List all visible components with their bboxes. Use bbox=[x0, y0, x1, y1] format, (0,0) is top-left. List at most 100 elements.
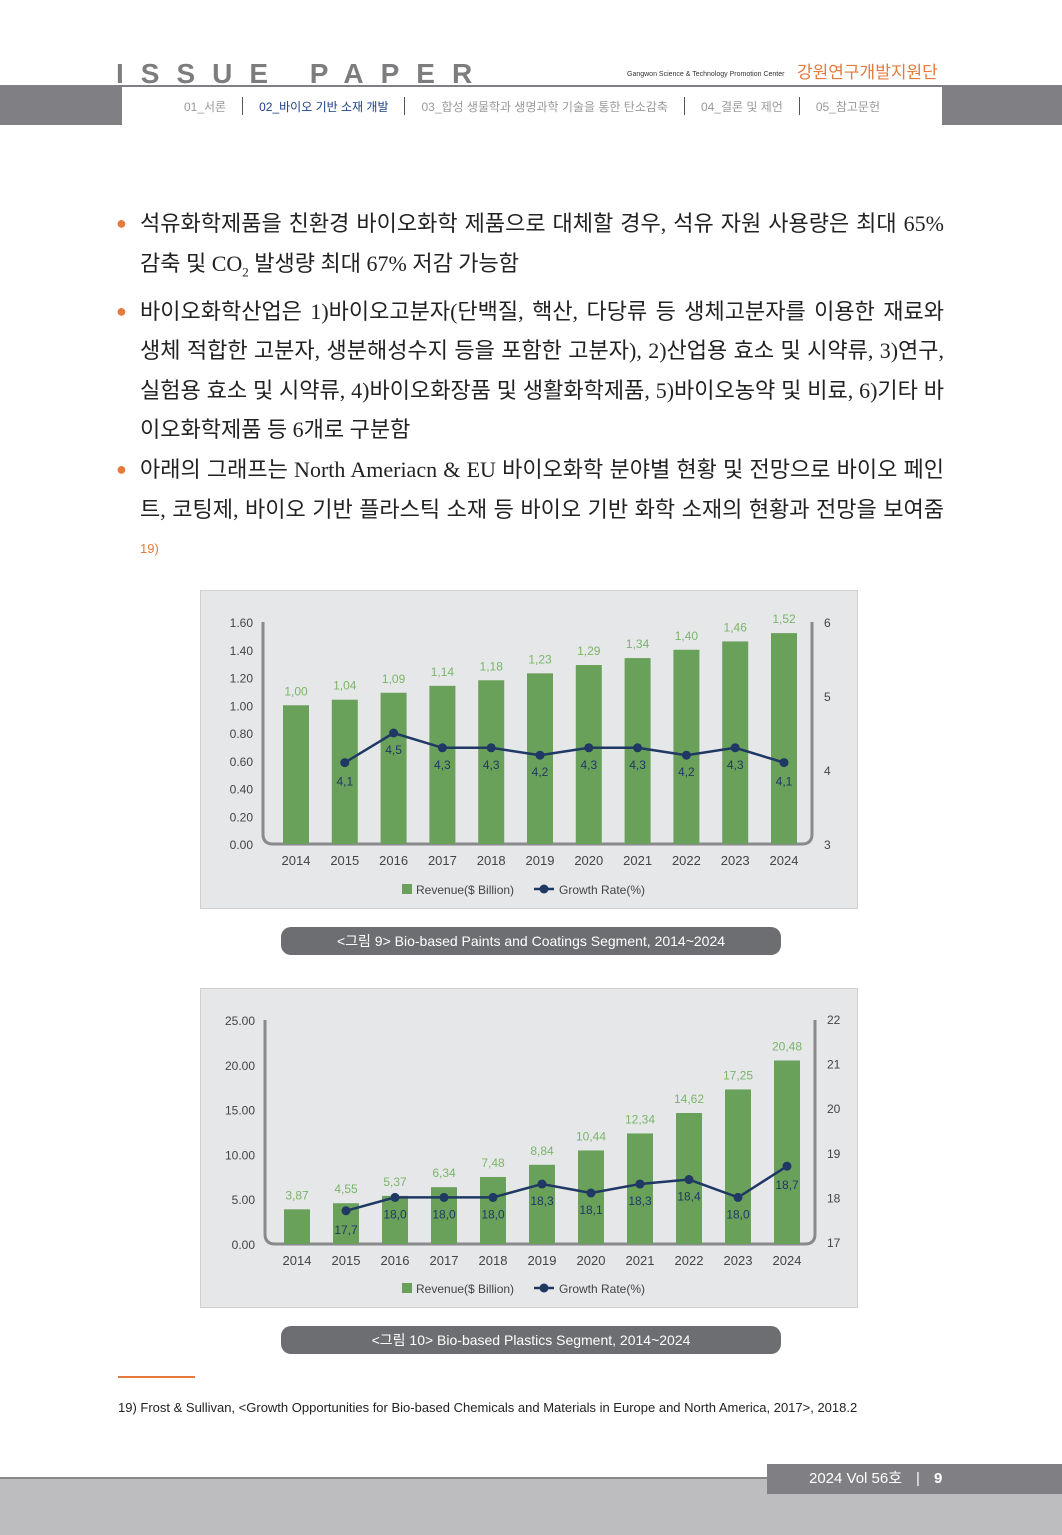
growth-point bbox=[730, 743, 740, 753]
growth-value-label: 18,1 bbox=[579, 1203, 603, 1217]
growth-point bbox=[633, 743, 643, 753]
y2-tick-label: 21 bbox=[827, 1058, 841, 1072]
y-tick-label: 25.00 bbox=[225, 1014, 255, 1028]
y-tick-label: 1.00 bbox=[230, 699, 254, 713]
growth-point bbox=[684, 1175, 694, 1185]
bullet-text: 바이오화학산업은 1)바이오고분자(단백질, 핵산, 다당류 등 생체고분자를 … bbox=[140, 298, 944, 443]
bar bbox=[529, 1164, 555, 1244]
y2-tick-label: 6 bbox=[824, 616, 831, 630]
issue-paper-logo: ISSUE PAPER bbox=[116, 58, 490, 89]
growth-value-label: 4,2 bbox=[532, 765, 549, 779]
growth-value-label: 4,1 bbox=[336, 775, 353, 789]
x-tick-label: 2020 bbox=[577, 1253, 606, 1268]
growth-point bbox=[488, 1192, 498, 1202]
bar bbox=[380, 692, 407, 844]
y2-tick-label: 3 bbox=[824, 838, 831, 852]
y-tick-label: 0.80 bbox=[230, 727, 254, 741]
growth-value-label: 18,0 bbox=[481, 1207, 505, 1221]
bar-value-label: 1,09 bbox=[382, 672, 406, 686]
bar-value-label: 10,44 bbox=[576, 1129, 606, 1143]
y2-tick-label: 22 bbox=[827, 1013, 841, 1027]
org-name-en: Gangwon Science & Technology Promotion C… bbox=[627, 71, 785, 78]
growth-point bbox=[584, 743, 594, 753]
y-tick-label: 0.20 bbox=[230, 810, 254, 824]
footnote: 19) Frost & Sullivan, <Growth Opportunit… bbox=[118, 1400, 858, 1415]
growth-value-label: 18,0 bbox=[726, 1207, 750, 1221]
y2-tick-label: 5 bbox=[824, 690, 831, 704]
growth-point bbox=[437, 743, 447, 753]
bar-value-label: 1,18 bbox=[480, 659, 504, 673]
y-tick-label: 0.00 bbox=[230, 838, 254, 852]
growth-line bbox=[344, 731, 785, 764]
y-tick-label: 0.00 bbox=[232, 1238, 256, 1252]
x-tick-label: 2018 bbox=[479, 1253, 508, 1268]
growth-point bbox=[341, 1206, 351, 1216]
subscript: 2 bbox=[242, 263, 249, 279]
growth-point bbox=[535, 750, 545, 760]
growth-value-label: 18,3 bbox=[530, 1194, 554, 1208]
y2-tick-label: 4 bbox=[824, 764, 831, 778]
growth-value-label: 4,3 bbox=[629, 758, 646, 772]
growth-point bbox=[486, 743, 496, 753]
bar-value-label: 5,37 bbox=[383, 1175, 407, 1189]
bar bbox=[722, 641, 749, 844]
org-name-kr: 강원연구개발지원단 bbox=[797, 63, 938, 82]
y-tick-label: 20.00 bbox=[225, 1059, 255, 1073]
nav-item-synthetic-biology[interactable]: 03_합성 생물학과 생명과학 기술을 통한 탄소감축 bbox=[421, 99, 668, 114]
growth-point bbox=[389, 728, 399, 738]
growth-point bbox=[782, 1161, 792, 1171]
bar-value-label: 1,46 bbox=[724, 620, 748, 634]
bar-value-label: 8,84 bbox=[530, 1144, 554, 1158]
growth-value-label: 17,7 bbox=[334, 1223, 358, 1237]
growth-point bbox=[681, 750, 691, 760]
figure-9-caption: <그림 9> Bio-based Paints and Coatings Seg… bbox=[281, 927, 781, 955]
bar bbox=[429, 685, 456, 844]
bar-value-label: 1,40 bbox=[675, 629, 699, 643]
growth-value-label: 4,3 bbox=[727, 758, 744, 772]
bullet-icon: ● bbox=[116, 213, 127, 233]
growth-value-label: 18,7 bbox=[775, 1178, 799, 1192]
footer-line bbox=[0, 1477, 1062, 1479]
bar bbox=[331, 699, 358, 844]
nav-item-references[interactable]: 05_참고문헌 bbox=[815, 99, 881, 114]
nav-item-conclusion[interactable]: 04_결론 및 제언 bbox=[700, 99, 783, 114]
page-number: 9 bbox=[933, 1470, 943, 1487]
legend-growth: Growth Rate(%) bbox=[559, 1282, 645, 1296]
x-tick-label: 2022 bbox=[672, 853, 701, 868]
chart-paints-coatings: 0.00 0.20 0.40 0.60 0.80 1.00 1.20 1.40 1.60 3 4 5 6… bbox=[200, 590, 858, 909]
bar-value-label: 1,23 bbox=[528, 652, 552, 666]
bar bbox=[771, 633, 797, 844]
footnote-divider bbox=[118, 1376, 195, 1378]
growth-value-label: 18,3 bbox=[628, 1194, 652, 1208]
bullet-item: ● 석유화학제품을 친환경 바이오화학 제품으로 대체할 경우, 석유 자원 사용… bbox=[116, 204, 944, 292]
growth-value-label: 4,2 bbox=[678, 765, 695, 779]
legend-bar-swatch bbox=[402, 1283, 412, 1293]
legend-line-marker bbox=[539, 884, 549, 894]
bar bbox=[480, 1176, 506, 1244]
x-tick-label: 2023 bbox=[721, 853, 750, 868]
x-tick-label: 2016 bbox=[381, 1253, 410, 1268]
bullet-item: ● 바이오화학산업은 1)바이오고분자(단백질, 핵산, 다당류 등 생체고분자를… bbox=[116, 292, 944, 450]
nav-item-bio-materials[interactable]: 02_바이오 기반 소재 개발 bbox=[259, 99, 389, 114]
growth-point bbox=[779, 758, 789, 768]
growth-value-label: 4,3 bbox=[483, 758, 500, 772]
y-tick-label: 1.40 bbox=[230, 644, 254, 658]
growth-point bbox=[439, 1192, 449, 1202]
y2-tick-label: 20 bbox=[827, 1102, 841, 1116]
x-tick-label: 2019 bbox=[526, 853, 555, 868]
footnote-ref[interactable]: 19) bbox=[140, 541, 159, 557]
header-band-right bbox=[942, 85, 1062, 125]
y-tick-label: 5.00 bbox=[232, 1193, 256, 1207]
legend-bar-swatch bbox=[402, 884, 412, 894]
bar bbox=[478, 680, 505, 844]
figure-10-caption: <그림 10> Bio-based Plastics Segment, 2014… bbox=[281, 1326, 781, 1354]
growth-point bbox=[537, 1179, 547, 1189]
legend-growth: Growth Rate(%) bbox=[559, 883, 645, 897]
growth-value-label: 4,1 bbox=[776, 775, 793, 789]
x-tick-label: 2014 bbox=[282, 853, 311, 868]
bar-value-label: 12,34 bbox=[625, 1112, 655, 1126]
y-tick-label: 0.40 bbox=[230, 783, 254, 797]
y-tick-label: 0.60 bbox=[230, 755, 254, 769]
nav-item-intro[interactable]: 01_서론 bbox=[183, 99, 227, 114]
x-tick-label: 2024 bbox=[773, 1253, 802, 1268]
